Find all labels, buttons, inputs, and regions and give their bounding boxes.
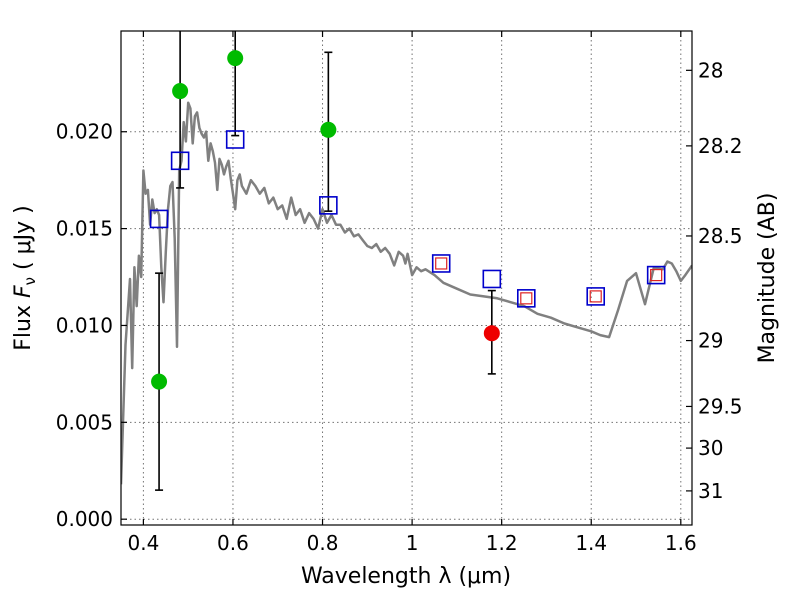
plot-frame [120, 30, 693, 526]
green-data-point [320, 121, 337, 138]
observed-small-square [589, 290, 602, 303]
x-axis-label: Wavelength λ (μm) [301, 564, 511, 589]
model-photometry-square [516, 289, 536, 308]
model-photometry-square [431, 254, 451, 273]
model-photometry-square [170, 151, 190, 171]
y2-tick-label: 28.2 [698, 134, 743, 158]
x-tick-label: 1.6 [665, 531, 697, 555]
y2-tick-label: 28.5 [698, 224, 743, 248]
x-tick-label: 1.2 [486, 531, 518, 555]
y-tick-label: 0.015 [56, 217, 113, 241]
observed-small-square [650, 268, 663, 282]
axis-ticks: 0.4 0.6 0.8 1 1.2 1.4 1.6 0.000 0.005 0.010 0.015 0… [56, 31, 743, 555]
grid-lines [121, 31, 692, 525]
y2-tick-label: 29.5 [698, 394, 743, 418]
x-tick-label: 0.8 [307, 531, 339, 555]
y2-axis-label: Magnitude (AB) [755, 193, 780, 364]
green-data-point [172, 83, 189, 100]
plot-area [121, 31, 692, 491]
y2-tick-label: 31 [698, 479, 723, 503]
model-photometry-square [482, 269, 502, 289]
model-photometry-square [319, 196, 338, 215]
y-tick-label: 0.000 [56, 507, 113, 531]
model-photometry-square [225, 130, 245, 149]
y2-tick-label: 30 [698, 436, 723, 460]
clipped-series [121, 31, 692, 491]
y-tick-label: 0.010 [56, 313, 113, 337]
y-tick-label: 0.005 [56, 410, 113, 434]
red-data-point [483, 325, 500, 342]
y2-tick-label: 28 [698, 58, 723, 82]
y2-tick-label: 29 [698, 329, 723, 353]
model-photometry-square [646, 265, 666, 285]
green-data-point [151, 373, 168, 390]
observed-small-square [520, 292, 533, 305]
y-axis-label: Flux Fν ( μJy ) [11, 205, 39, 350]
y-tick-label: 0.020 [56, 120, 113, 144]
x-tick-label: 0.6 [217, 531, 249, 555]
x-tick-label: 0.4 [127, 531, 159, 555]
x-tick-label: 1 [406, 531, 419, 555]
model-sed-line [121, 101, 692, 485]
model-photometry-square [586, 287, 606, 306]
model-photometry-square [149, 209, 169, 229]
observed-small-square [435, 257, 448, 270]
green-data-point [227, 50, 244, 67]
x-tick-label: 1.4 [575, 531, 607, 555]
